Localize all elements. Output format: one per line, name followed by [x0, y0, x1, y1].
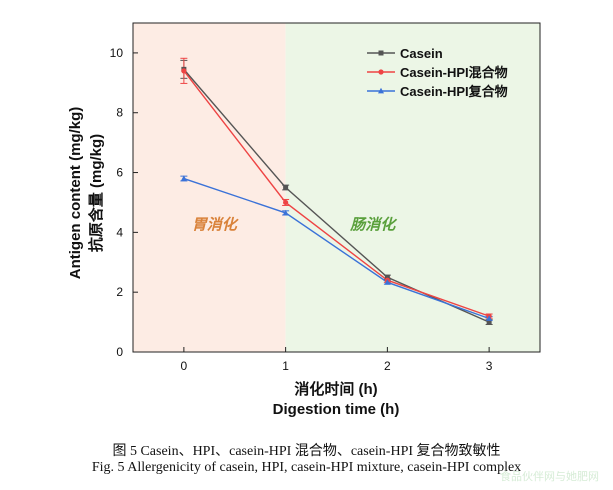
y-axis-label-cn: 抗原含量 (mg/kg)	[87, 134, 105, 252]
legend-label-0: Casein	[400, 46, 443, 61]
region-bg-1	[285, 23, 540, 352]
region-backgrounds	[133, 23, 540, 352]
series-line-1	[183, 70, 490, 317]
legend-label-1: Casein-HPI混合物	[400, 65, 508, 80]
y-tick-label-8: 8	[116, 106, 123, 120]
tick-labels: 0 1 2 3 0 2 4 6 8 10	[110, 46, 493, 373]
y-tick-label-4: 4	[116, 225, 123, 239]
region-label-0: 胃消化	[192, 215, 239, 233]
x-axis-label-cn: 消化时间 (h)	[294, 380, 377, 398]
series-markers	[180, 50, 493, 325]
data-point-0-2	[384, 274, 390, 280]
legend: Casein Casein-HPI混合物 Casein-HPI复合物	[367, 46, 508, 99]
x-axis-label-en: Digestion time (h)	[273, 401, 400, 418]
x-tick-label-1: 1	[282, 359, 289, 373]
data-point-2-0	[180, 175, 187, 181]
data-point-1-0	[181, 68, 187, 74]
region-labels: 胃消化 肠消化	[192, 215, 398, 233]
data-point-0-1	[283, 185, 289, 190]
series-lines	[183, 68, 490, 323]
y-tick-label-2: 2	[116, 285, 123, 299]
data-point-1-1	[283, 199, 289, 206]
legend-label-2: Casein-HPI复合物	[400, 84, 508, 99]
line-chart: 0 1 2 3 0 2 4 6 8 10 胃消化 肠消化 消化时间 (h) Digestion ti…	[67, 22, 541, 418]
x-tick-label-3: 3	[486, 359, 493, 373]
series-line-2	[183, 177, 490, 320]
series-line-0	[183, 68, 490, 323]
y-tick-label-10: 10	[110, 46, 124, 60]
data-point-2-2	[384, 279, 391, 285]
figure-caption-cn: 图 5 Casein、HPI、casein-HPI 混合物、casein-HPI…	[112, 444, 501, 459]
data-point-2-3	[486, 315, 493, 321]
watermark: 食品伙伴网与她肥网	[500, 471, 599, 483]
figure-caption-en: Fig. 5 Allergenicity of casein, HPI, cas…	[91, 460, 522, 475]
data-point-2-1	[282, 209, 289, 216]
y-tick-label-0: 0	[116, 345, 123, 359]
y-axis-label-en: Antigen content (mg/kg)	[67, 107, 84, 280]
y-tick-label-6: 6	[116, 166, 123, 180]
x-tick-label-0: 0	[181, 359, 188, 373]
region-label-1: 肠消化	[349, 215, 397, 233]
axes	[132, 22, 541, 353]
data-point-0-3	[486, 319, 492, 325]
plot-frame	[132, 22, 541, 353]
x-tick-label-2: 2	[384, 359, 391, 373]
